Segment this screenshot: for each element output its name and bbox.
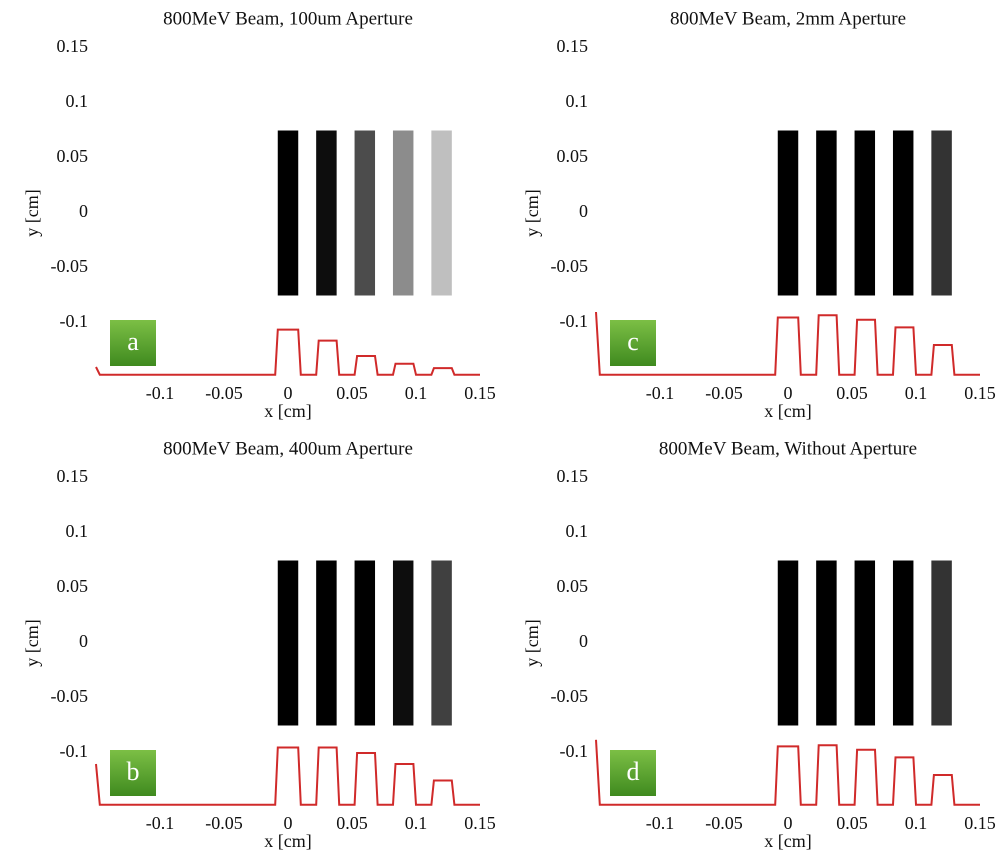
x-tick-label: -0.05	[205, 383, 243, 403]
y-axis-label: y [cm]	[22, 619, 42, 666]
figure: 800MeV Beam, 100um Aperture -0.1 -0.05 0 0.0…	[0, 0, 1001, 861]
x-tick-label: 0.05	[836, 383, 868, 403]
y-tick-label: -0.05	[551, 686, 589, 706]
stripe	[893, 561, 913, 726]
y-tick-label: 0.05	[557, 146, 589, 166]
x-tick-label: -0.1	[646, 813, 675, 833]
stripe	[393, 131, 413, 296]
panel-label: c	[627, 327, 639, 356]
y-tick-label: 0	[79, 631, 88, 651]
stripe	[278, 561, 298, 726]
y-tick-label: 0.1	[566, 91, 589, 111]
x-tick-label: 0.1	[405, 813, 428, 833]
y-tick-label: 0.15	[557, 466, 589, 486]
panel-title: 800MeV Beam, 100um Aperture	[163, 8, 413, 29]
x-tick-label: 0.05	[836, 813, 868, 833]
stripe	[816, 561, 836, 726]
y-tick-label: 0.15	[557, 36, 589, 56]
x-tick-label: 0	[784, 383, 793, 403]
y-axis-label: y [cm]	[22, 189, 42, 236]
y-axis-label: y [cm]	[522, 189, 542, 236]
x-tick-label: -0.05	[705, 813, 743, 833]
y-tick-label: 0.1	[66, 521, 89, 541]
stripe	[855, 561, 875, 726]
y-tick-label: -0.1	[560, 741, 589, 761]
x-axis-label: x [cm]	[264, 401, 311, 421]
y-tick-label: 0.15	[57, 466, 89, 486]
stripe	[316, 561, 336, 726]
x-tick-label: -0.05	[705, 383, 743, 403]
x-tick-label: 0.15	[964, 383, 996, 403]
panel-label: a	[127, 327, 139, 356]
y-tick-label: 0.05	[57, 146, 89, 166]
stripe	[893, 131, 913, 296]
y-tick-label: 0.1	[566, 521, 589, 541]
stripe	[355, 131, 375, 296]
stripe	[316, 131, 336, 296]
x-tick-label: -0.05	[205, 813, 243, 833]
stripe	[816, 131, 836, 296]
stripe	[931, 131, 951, 296]
y-tick-label: 0	[79, 201, 88, 221]
x-axis-label: x [cm]	[764, 401, 811, 421]
x-tick-label: 0	[784, 813, 793, 833]
y-tick-label: 0.05	[557, 576, 589, 596]
y-axis-label: y [cm]	[522, 619, 542, 666]
x-tick-label: 0.15	[464, 383, 496, 403]
stripe	[778, 131, 798, 296]
x-tick-label: 0.1	[405, 383, 428, 403]
y-tick-label: 0	[579, 631, 588, 651]
stripe	[355, 561, 375, 726]
x-tick-label: -0.1	[146, 813, 175, 833]
x-axis-label: x [cm]	[264, 831, 311, 851]
x-tick-label: 0.05	[336, 383, 368, 403]
x-tick-label: 0.1	[905, 813, 928, 833]
y-tick-label: -0.05	[51, 256, 89, 276]
x-tick-label: 0.05	[336, 813, 368, 833]
x-tick-label: 0	[284, 813, 293, 833]
stripe	[855, 131, 875, 296]
y-tick-label: -0.1	[60, 741, 89, 761]
y-tick-label: -0.05	[551, 256, 589, 276]
panel-label: b	[127, 757, 140, 786]
stripe	[278, 131, 298, 296]
panel-title: 800MeV Beam, 400um Aperture	[163, 438, 413, 459]
panel-label: d	[627, 757, 640, 786]
panel-title: 800MeV Beam, Without Aperture	[659, 438, 917, 459]
x-tick-label: 0.15	[464, 813, 496, 833]
y-tick-label: 0.1	[66, 91, 89, 111]
panel-title: 800MeV Beam, 2mm Aperture	[670, 8, 906, 29]
y-tick-label: 0	[579, 201, 588, 221]
x-tick-label: -0.1	[646, 383, 675, 403]
stripe	[931, 561, 951, 726]
x-tick-label: -0.1	[146, 383, 175, 403]
x-tick-label: 0	[284, 383, 293, 403]
stripe	[431, 561, 451, 726]
stripe	[393, 561, 413, 726]
stripe	[778, 561, 798, 726]
stripe	[431, 131, 451, 296]
y-tick-label: 0.15	[57, 36, 89, 56]
x-tick-label: 0.15	[964, 813, 996, 833]
y-tick-label: 0.05	[57, 576, 89, 596]
x-tick-label: 0.1	[905, 383, 928, 403]
y-tick-label: -0.05	[51, 686, 89, 706]
x-axis-label: x [cm]	[764, 831, 811, 851]
y-tick-label: -0.1	[60, 311, 89, 331]
y-tick-label: -0.1	[560, 311, 589, 331]
